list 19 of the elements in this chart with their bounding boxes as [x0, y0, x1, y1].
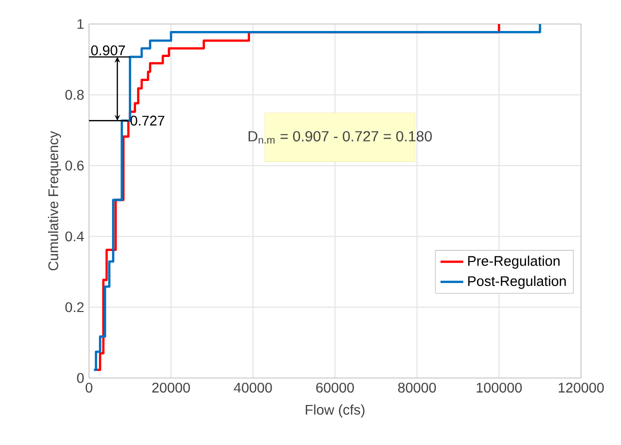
x-axis-title: Flow (cfs) — [306, 404, 364, 418]
x-tick-label: 120000 — [558, 382, 604, 393]
x-tick-label: 0 — [86, 382, 92, 393]
x-tick-label: 80000 — [398, 382, 436, 393]
annotation: 0.727 — [130, 116, 164, 126]
y-tick-label: 0 — [77, 373, 84, 383]
y-tick-label: 1 — [78, 19, 84, 29]
y-tick-label: 0.6 — [65, 160, 84, 171]
annotation: 0.907 — [91, 45, 125, 56]
x-tick-label: 100000 — [476, 382, 522, 393]
x-tick-label: 40000 — [234, 382, 272, 393]
y-tick-label: 0.4 — [65, 231, 84, 242]
legend-label: Post-Regulation — [468, 276, 566, 289]
x-tick-label: 20000 — [152, 382, 190, 393]
y-axis-title: Cumulative Frequency — [48, 131, 62, 270]
x-tick-label: 60000 — [316, 382, 354, 393]
y-tick-label: 0.8 — [65, 90, 84, 100]
legend-label: Pre-Regulation — [468, 256, 560, 269]
y-tick-label: 0.2 — [65, 302, 84, 312]
